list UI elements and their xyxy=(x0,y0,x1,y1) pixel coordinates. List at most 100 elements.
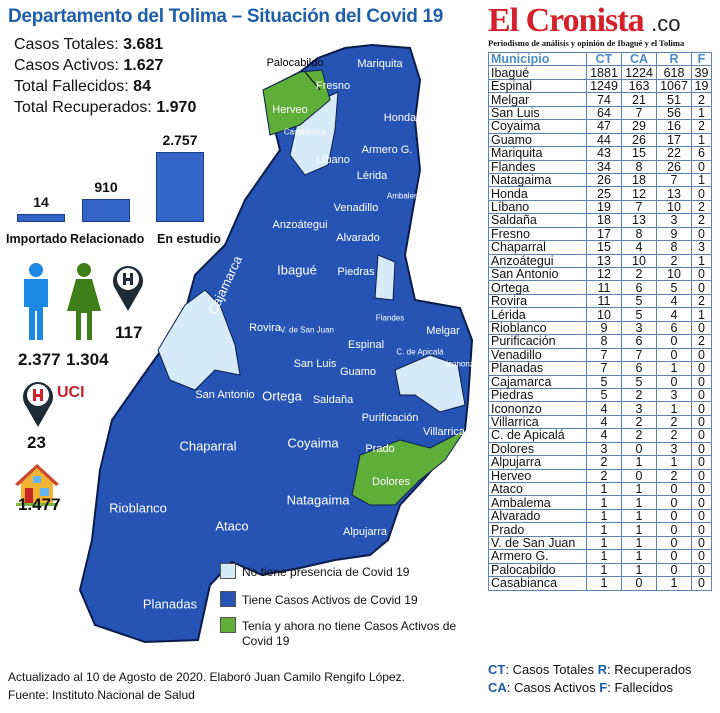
table-cell: 19 xyxy=(586,199,622,215)
table-cell: Flandes xyxy=(488,159,587,174)
table-cell: 0 xyxy=(656,562,692,578)
map-no-presence-east xyxy=(394,354,466,413)
table-cell: Lérida xyxy=(488,307,587,322)
table-cell: 0 xyxy=(656,495,692,510)
table-cell: Mariquita xyxy=(488,146,587,161)
map-label-c-de-apicalá: C. de Apicalá xyxy=(396,347,444,357)
table-cell: 3 xyxy=(656,441,692,457)
table-cell: 29 xyxy=(621,119,657,134)
table-cell: 1224 xyxy=(621,65,657,80)
key-line-2: CA: Casos Activos F: Fallecidos xyxy=(488,680,673,695)
map-label-alvarado: Alvarado xyxy=(336,232,380,244)
table-cell: 1 xyxy=(586,495,622,510)
brand-tagline: Periodismo de análisis y opinión de Ibag… xyxy=(488,38,685,48)
table-row: Fresno 17 8 9 0 xyxy=(488,226,712,242)
table-cell: 0 xyxy=(691,387,712,403)
table-cell: 19 xyxy=(691,78,712,94)
table-row: Casabianca 1 0 1 0 xyxy=(488,576,712,591)
map-label-melgar: Melgar xyxy=(426,325,460,337)
table-cell: 1 xyxy=(691,132,712,148)
map-label-ataco: Ataco xyxy=(215,518,249,534)
map-label-espinal: Espinal xyxy=(347,339,385,351)
map-label-san-luis: San Luis xyxy=(293,358,337,370)
table-cell: 2 xyxy=(586,468,622,484)
table-cell: 11 xyxy=(586,280,622,295)
legend-recovered-1: Tenía y ahora no tiene Casos Activos de xyxy=(242,619,457,633)
table-cell: 0 xyxy=(691,226,712,242)
map-label-honda: Honda xyxy=(383,112,417,124)
table-cell: Piedras xyxy=(488,387,587,403)
table-cell: 5 xyxy=(656,280,692,295)
table-row: Guamo 44 26 17 1 xyxy=(488,132,712,148)
map-label-icononzo: Icononzo xyxy=(445,359,479,369)
table-cell: 2 xyxy=(621,387,657,403)
table-cell: 11 xyxy=(586,293,622,309)
map-label-rovira: Rovira xyxy=(249,322,281,334)
table-cell: San Antonio xyxy=(488,266,587,282)
woman-icon xyxy=(67,263,101,340)
table-cell: 6 xyxy=(621,361,657,376)
table-row: Mariquita 43 15 22 6 xyxy=(488,146,712,161)
table-cell: 3 xyxy=(656,213,692,228)
table-cell: 0 xyxy=(656,481,692,497)
bar-label: En estudio xyxy=(157,232,221,246)
table-cell: 1 xyxy=(586,549,622,564)
table-cell: 5 xyxy=(621,307,657,322)
table-cell: Fresno xyxy=(488,226,587,242)
table-cell: 34 xyxy=(586,159,622,174)
table-cell: San Luis xyxy=(488,105,587,121)
table-cell: 0 xyxy=(691,535,712,551)
table-cell: 0 xyxy=(691,562,712,578)
table-cell: 2 xyxy=(621,266,657,282)
bar-en-estudio xyxy=(156,152,204,222)
table-row: Ambalema 1 1 0 0 xyxy=(488,495,712,510)
table-row: Alpujarra 2 1 1 0 xyxy=(488,455,712,470)
table-cell: Espinal xyxy=(488,78,587,94)
table-cell: 1 xyxy=(691,105,712,121)
table-cell: 0 xyxy=(691,576,712,591)
map-label-planadas: Planadas xyxy=(142,596,198,612)
map-label-palocabildo: Palocabildo xyxy=(266,57,324,69)
table-cell: 1067 xyxy=(656,78,692,94)
bar-value: 14 xyxy=(33,194,49,210)
table-cell: 1 xyxy=(621,508,657,524)
table-cell: Chaparral xyxy=(488,240,587,255)
table-cell: 0 xyxy=(691,508,712,524)
table-cell: 9 xyxy=(656,226,692,242)
map-label-guamo: Guamo xyxy=(339,366,377,378)
table-cell: 2 xyxy=(691,119,712,134)
table-cell: 7 xyxy=(621,105,657,121)
table-cell: Prado xyxy=(488,522,587,537)
column-header: CA xyxy=(621,51,657,67)
table-cell: 10 xyxy=(656,266,692,282)
map-label-san-antonio: San Antonio xyxy=(195,389,255,401)
table-cell: Anzoátegui xyxy=(488,253,587,269)
legend-swatch-no-presence xyxy=(220,563,236,579)
table-cell: 26 xyxy=(586,172,622,188)
uci-label: UCI xyxy=(57,384,85,401)
key-line-1: CT: Casos Totales R: Recuperados xyxy=(488,662,692,677)
bar-label: Relacionado xyxy=(70,232,145,246)
table-row: Armero G. 1 1 0 0 xyxy=(488,549,712,564)
table-cell: 44 xyxy=(586,132,622,148)
table-cell: 0 xyxy=(691,266,712,282)
table-cell: 7 xyxy=(656,172,692,188)
table-cell: 0 xyxy=(691,320,712,336)
table-cell: 6 xyxy=(656,320,692,336)
table-cell: 1 xyxy=(586,535,622,551)
table-cell: 0 xyxy=(691,401,712,416)
table-cell: 0 xyxy=(691,468,712,484)
table-cell: 0 xyxy=(656,334,692,349)
legend-swatch-active xyxy=(220,591,236,607)
table-cell: 7 xyxy=(586,361,622,376)
table-cell: 13 xyxy=(586,253,622,269)
table-cell: 0 xyxy=(691,361,712,376)
stat-deaths: Total Fallecidos: 84 xyxy=(14,78,151,95)
table-cell: 4 xyxy=(656,307,692,322)
table-cell: 3 xyxy=(621,320,657,336)
table-row: Planadas 7 6 1 0 xyxy=(488,361,712,376)
hospital-count: 117 xyxy=(115,323,143,342)
map-label-purificación: Purificación xyxy=(361,412,419,424)
legend-no-presence: No tiene presencia de Covid 19 xyxy=(242,565,410,579)
table-cell: 2 xyxy=(691,199,712,215)
